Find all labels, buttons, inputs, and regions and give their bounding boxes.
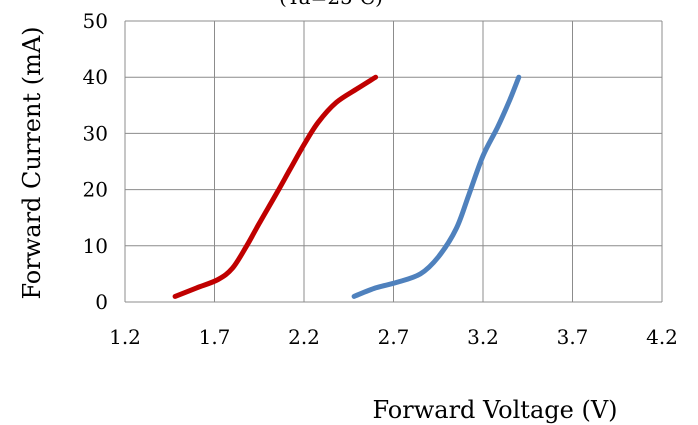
y-tick-label: 30 <box>83 121 108 145</box>
y-tick-label: 40 <box>83 65 108 89</box>
x-tick-label: 2.7 <box>378 325 410 349</box>
y-tick-labels: 0 10 20 30 40 50 <box>83 9 108 314</box>
x-tick-label: 1.2 <box>109 325 141 349</box>
x-tick-label: 1.7 <box>199 325 231 349</box>
y-tick-label: 50 <box>83 9 108 33</box>
x-tick-label: 4.2 <box>646 325 678 349</box>
series-line-2 <box>351 74 522 299</box>
y-tick-label: 10 <box>83 234 108 258</box>
x-tick-label: 3.7 <box>557 325 589 349</box>
grid <box>124 20 663 303</box>
y-tick-label: 0 <box>95 290 108 314</box>
y-axis-title: Forward Current (mA) <box>18 26 46 299</box>
x-axis-title: Forward Voltage (V) <box>372 396 617 424</box>
series-line-1 <box>172 74 379 299</box>
series-lines <box>172 74 522 299</box>
y-tick-label: 20 <box>83 178 108 202</box>
x-tick-label: 3.2 <box>467 325 499 349</box>
chart-title: (Ta=25℃) <box>279 0 383 9</box>
x-tick-labels: 1.2 1.7 2.2 2.7 3.2 3.7 4.2 <box>109 325 678 349</box>
x-tick-label: 2.2 <box>288 325 320 349</box>
